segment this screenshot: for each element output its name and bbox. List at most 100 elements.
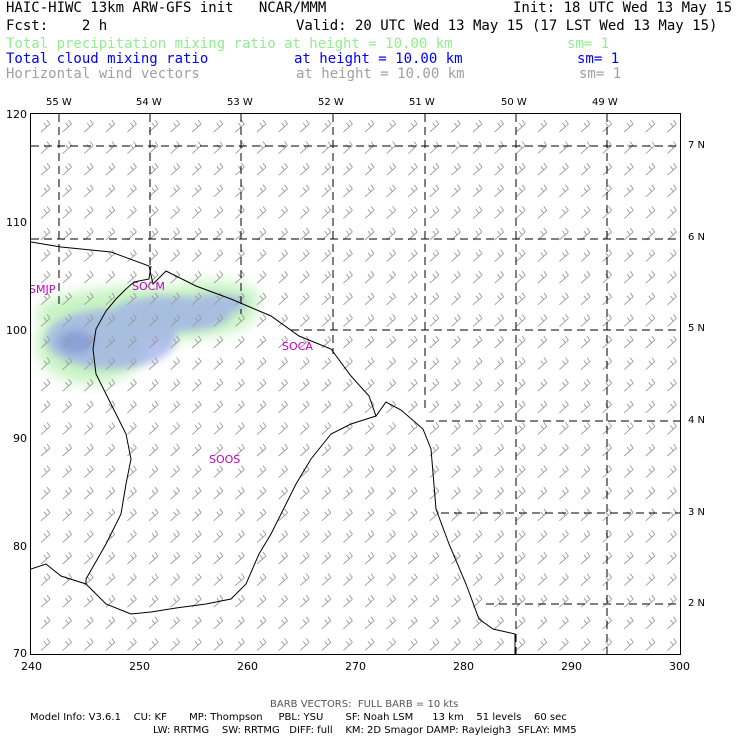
wind-barb (580, 292, 591, 306)
wind-barb (429, 594, 440, 608)
wind-barb (191, 335, 202, 349)
wind-barb (667, 314, 677, 327)
wind-barb (645, 357, 656, 370)
wind-barb (429, 551, 440, 565)
wind-barb (83, 616, 94, 630)
wind-barb (278, 141, 288, 154)
wind-barb (472, 357, 483, 370)
model-info-physics: LW: RRTMG SW: RRTMG DIFF: full KM: 2D Sm… (153, 725, 577, 736)
wind-barb (515, 638, 526, 651)
wind-barb (62, 335, 72, 349)
wind-barb (667, 422, 677, 435)
wind-barb (559, 638, 569, 651)
wind-barb (451, 357, 461, 370)
wind-barb (127, 249, 137, 262)
wind-barb (170, 422, 180, 435)
station-label: SOOS (209, 453, 241, 466)
wind-barb (494, 465, 504, 478)
wind-barb (256, 270, 267, 284)
wind-barb (321, 465, 332, 478)
wind-barb (364, 227, 375, 241)
wind-barb (127, 486, 137, 500)
wind-barb (537, 357, 548, 370)
wind-barb (256, 638, 267, 651)
wind-barb (494, 551, 504, 565)
wind-barb (386, 638, 396, 651)
wind-barb (191, 141, 202, 154)
wind-barb (494, 573, 504, 586)
wind-barb (127, 357, 137, 370)
wind-barb (537, 270, 548, 284)
wind-barb (472, 184, 483, 198)
wind-barb (515, 314, 526, 327)
wind-barb (62, 508, 72, 522)
wind-barb (191, 465, 202, 478)
coastlines (31, 241, 516, 654)
wind-barb (321, 162, 332, 176)
wind-barb (148, 551, 159, 565)
wind-barb (407, 400, 418, 414)
wind-barb (127, 573, 137, 586)
wind-barb (127, 141, 137, 154)
wind-barb (299, 141, 310, 154)
wind-barb (62, 314, 72, 327)
wind-barb (429, 292, 440, 306)
wind-barb (321, 530, 332, 543)
wind-barb (40, 486, 51, 500)
wind-barb (191, 357, 202, 370)
wind-barb (472, 638, 483, 651)
wind-barb (40, 162, 51, 176)
wind-barb (559, 335, 569, 349)
wind-barb (127, 530, 137, 543)
wind-barb (62, 594, 72, 608)
wind-barb (299, 335, 310, 349)
wind-barb (235, 486, 245, 500)
wind-barb (645, 141, 656, 154)
wind-barb (343, 314, 353, 327)
legend-wind-height: at height = 10.00 km (296, 66, 465, 82)
station-label: SMJP (30, 283, 56, 296)
wind-barb (472, 270, 483, 284)
wind-barb (559, 206, 569, 219)
wind-barb (299, 119, 310, 133)
wind-barb (321, 378, 332, 392)
wind-barb (170, 314, 180, 327)
wind-barb (321, 422, 332, 435)
wind-barb (515, 206, 526, 219)
wind-barb (472, 249, 483, 262)
wind-barb (623, 594, 634, 608)
wind-barb (148, 508, 159, 522)
wind-barb (170, 616, 180, 630)
wind-barb (278, 465, 288, 478)
wind-barb (645, 422, 656, 435)
wind-barb (343, 378, 353, 392)
wind-barb (386, 508, 396, 522)
legend-cloud-name: Total cloud mixing ratio (6, 51, 209, 67)
valid-time: Valid: 20 UTC Wed 13 May 15 (17 LST Wed … (296, 18, 718, 34)
wind-barb (559, 292, 569, 306)
wind-barb (105, 378, 116, 392)
wind-barb (515, 119, 526, 133)
wind-barb (256, 400, 267, 414)
wind-barb (407, 119, 418, 133)
wind-barb (191, 422, 202, 435)
wind-barb (386, 486, 396, 500)
wind-barb (235, 465, 245, 478)
wind-barb (559, 551, 569, 565)
wind-barb (537, 314, 548, 327)
wind-barb (105, 486, 116, 500)
wind-barb (407, 616, 418, 630)
wind-barb (386, 594, 396, 608)
wind-barb (256, 443, 267, 457)
wind-barb (623, 227, 634, 241)
wind-barb (343, 335, 353, 349)
wind-barb (213, 227, 224, 241)
wind-barb (515, 335, 526, 349)
wind-barb (645, 486, 656, 500)
wind-barb (623, 162, 634, 176)
wind-barb (40, 443, 51, 457)
wind-barb (407, 443, 418, 457)
wind-barb (40, 422, 51, 435)
wind-barb (623, 292, 634, 306)
wind-barb (623, 508, 634, 522)
